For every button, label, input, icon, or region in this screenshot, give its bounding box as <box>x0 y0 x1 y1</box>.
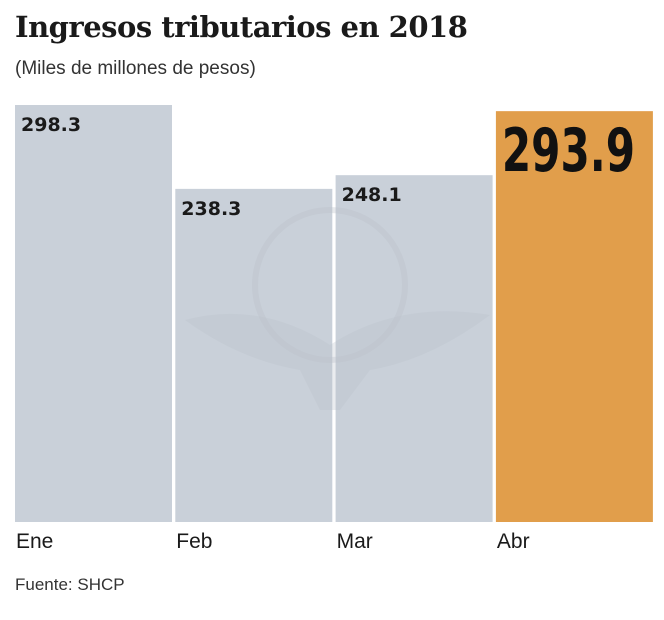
value-label: 238.3 <box>181 198 241 220</box>
bar-mar <box>335 175 493 522</box>
watermark-globe-icon <box>252 207 408 363</box>
category-label: Ene <box>16 530 53 553</box>
value-label: 248.1 <box>342 184 402 206</box>
value-label: 293.9 <box>502 115 635 185</box>
value-label: 298.3 <box>21 114 81 136</box>
category-label: Abr <box>497 530 530 553</box>
bar-ene <box>15 105 172 522</box>
chart-source: Fuente: SHCP <box>15 575 125 594</box>
category-label: Feb <box>176 530 212 553</box>
chart-title: Ingresos tributarios en 2018 <box>15 10 468 44</box>
bar-feb <box>175 188 333 522</box>
chart-subtitle: (Miles de millones de pesos) <box>15 58 256 79</box>
watermark-eagle-icon <box>185 311 490 410</box>
category-label: Mar <box>337 530 373 553</box>
bar-abr <box>495 111 653 523</box>
